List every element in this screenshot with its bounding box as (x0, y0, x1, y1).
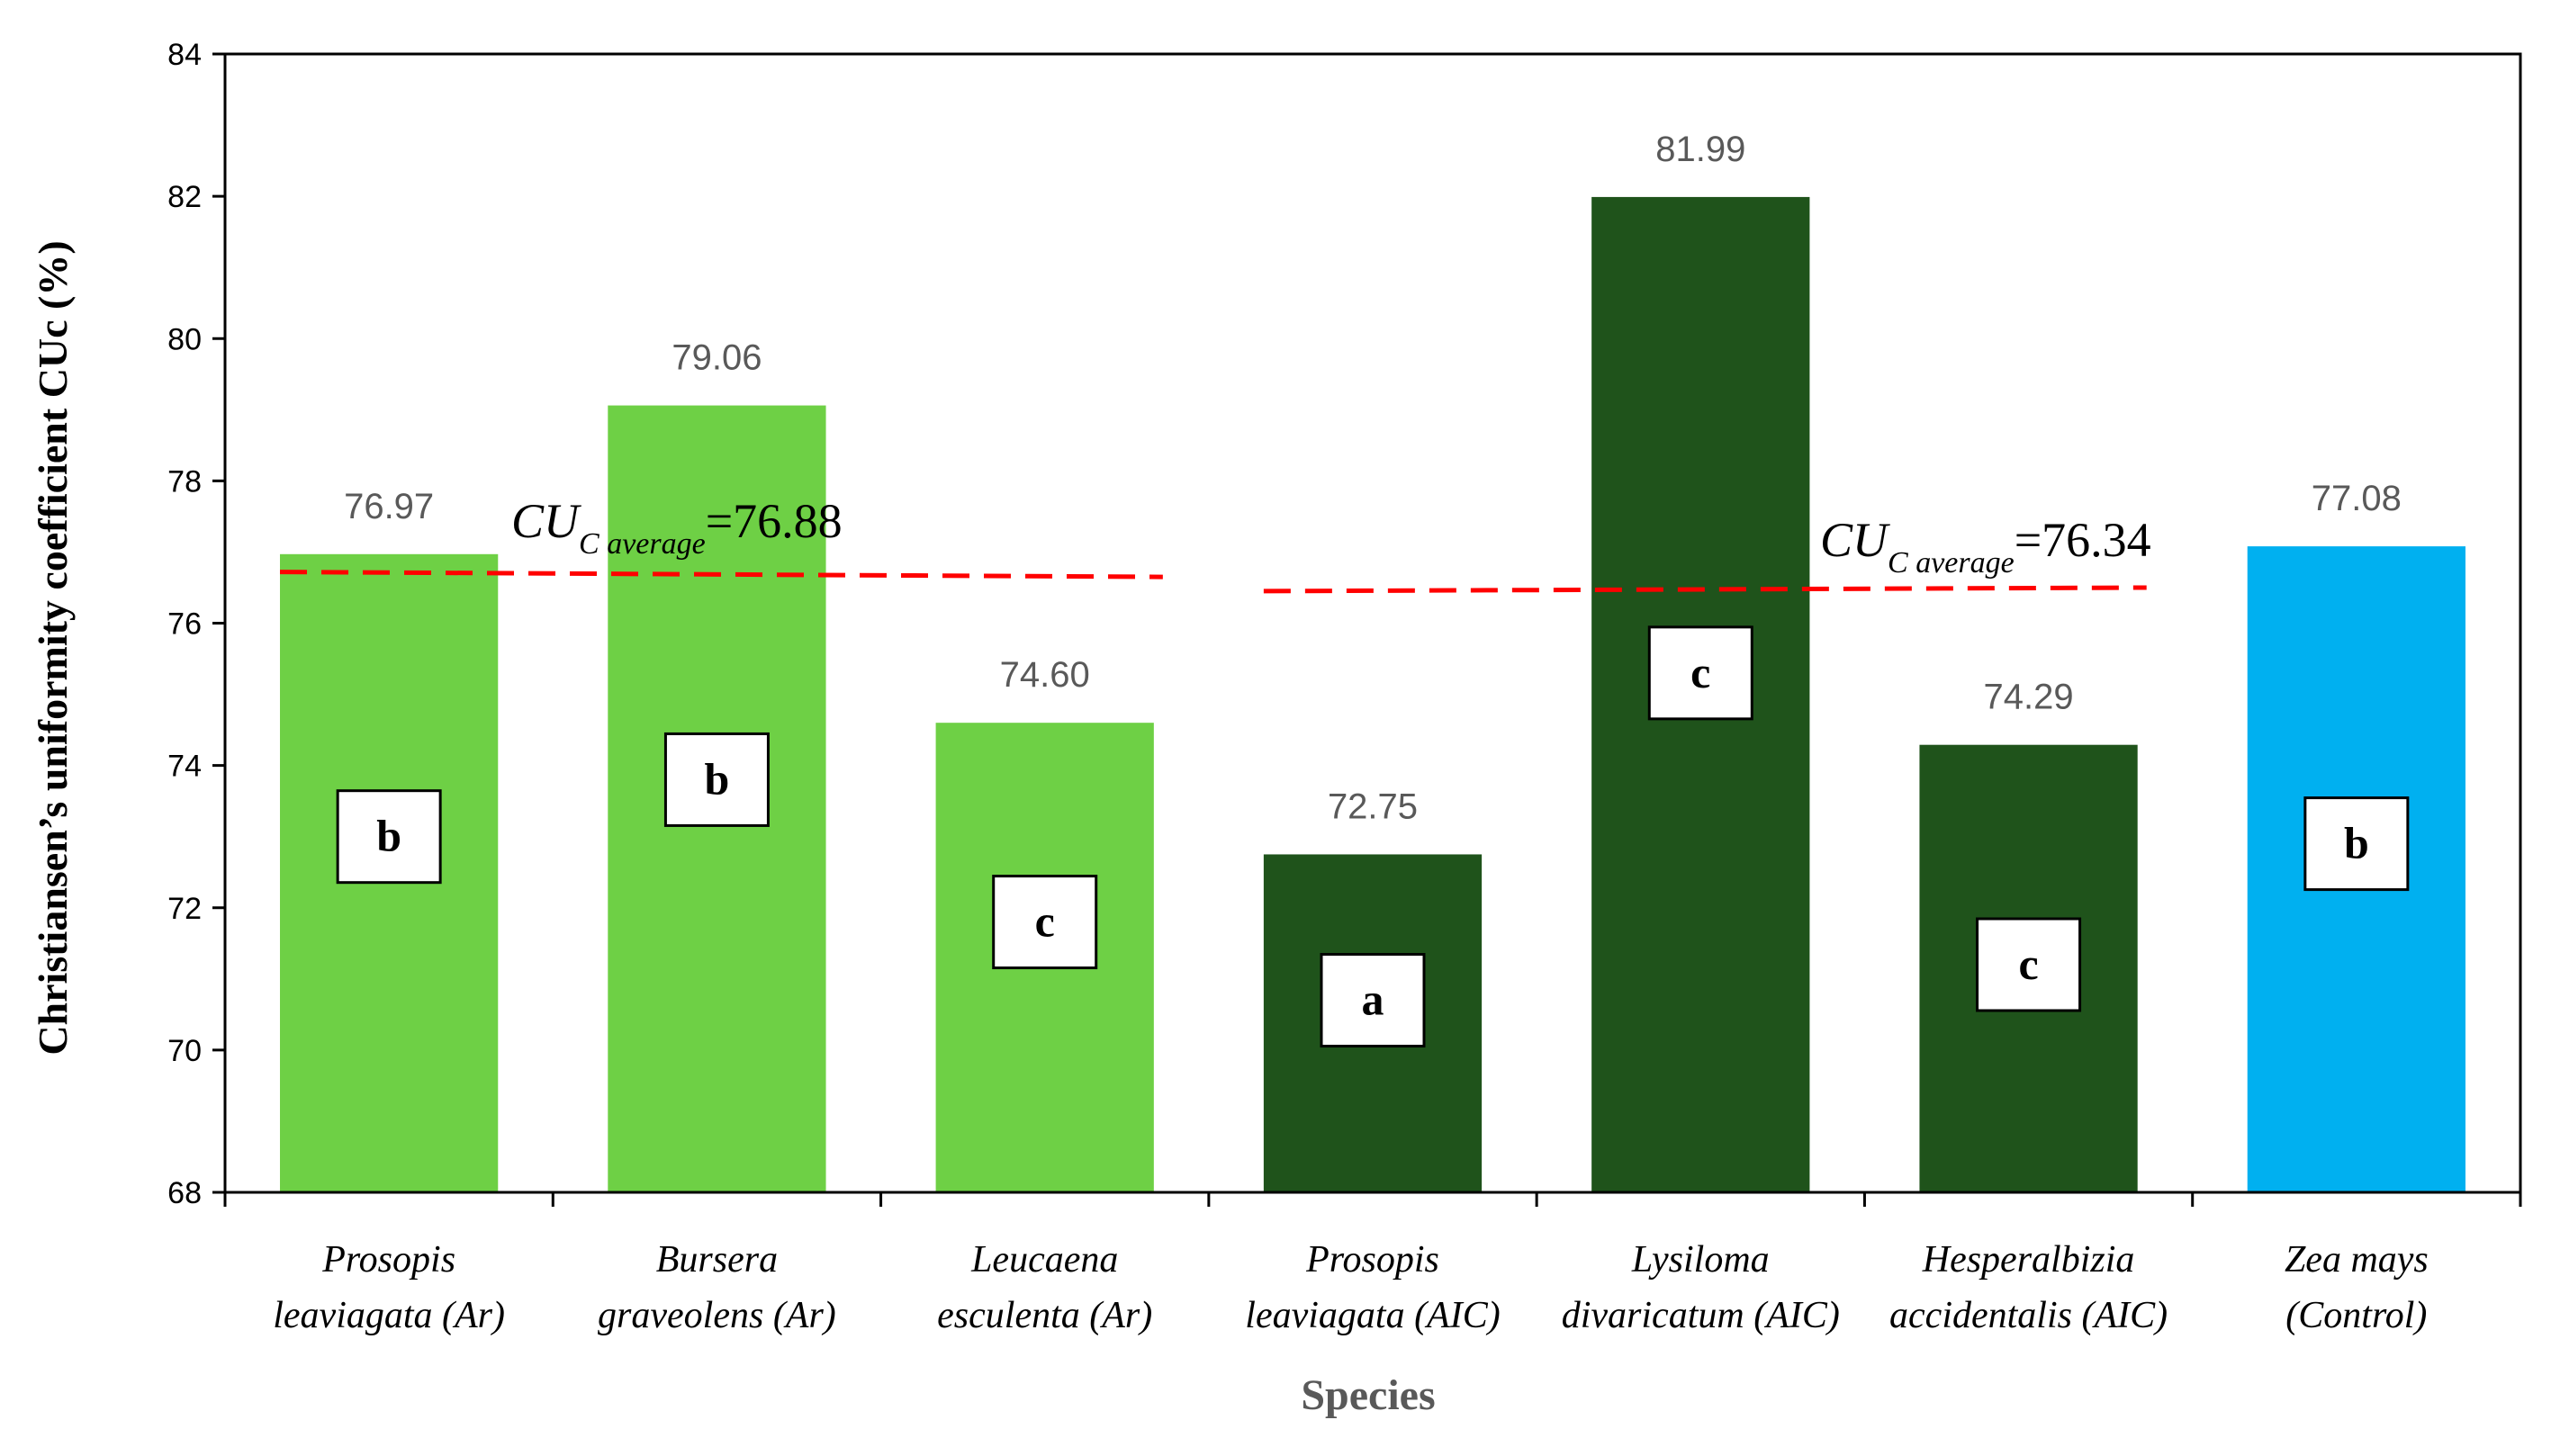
letter-box-5 (1647, 625, 1753, 721)
letter-4: a (1362, 975, 1384, 1025)
letter-box-3 (992, 875, 1098, 970)
x-tick-label-2-line1: Bursera (656, 1239, 778, 1281)
data-label-1: 76.97 (344, 487, 434, 526)
x-tick-label-4-line2: leaviagata (AIC) (1245, 1295, 1500, 1336)
y-tick-label-80: 80 (167, 322, 202, 356)
letter-3: c (1035, 896, 1055, 947)
letter-box-7 (2303, 796, 2410, 892)
data-label-4: 72.75 (1328, 786, 1418, 826)
data-label-5: 81.99 (1655, 130, 1745, 169)
y-tick-label-74: 74 (167, 750, 202, 784)
data-label-3: 74.60 (1000, 655, 1090, 695)
letter-box-4 (1320, 953, 1426, 1048)
letter-6: c (2018, 939, 2038, 989)
x-tick-label-7-line2: (Control) (2285, 1295, 2427, 1336)
letter-7: b (2344, 818, 2369, 868)
average-annotation-2: CUC average=76.34 (1820, 513, 2151, 580)
letter-box-2 (663, 732, 770, 827)
data-label-6: 74.29 (1984, 678, 2074, 717)
y-tick-label-68: 68 (167, 1176, 202, 1210)
x-tick-label-1-line2: leaviagata (Ar) (273, 1295, 505, 1336)
data-label-2: 79.06 (672, 338, 762, 378)
x-tick-label-6-line2: accidentalis (AIC) (1889, 1295, 2168, 1336)
y-tick-label-82: 82 (167, 180, 202, 214)
average-annotation-1: CUC average=76.88 (511, 494, 843, 561)
y-tick-label-84: 84 (167, 38, 202, 72)
plot-area: 68 70 72 74 76 78 80 82 84 Prosopis leaviagata (Ar… (167, 38, 2522, 1336)
x-tick-label-4-line1: Prosopis (1305, 1239, 1439, 1281)
y-tick-label-72: 72 (167, 892, 202, 926)
y-tick-label-78: 78 (167, 464, 202, 499)
x-tick-label-7-line1: Zea mays (2285, 1239, 2429, 1281)
letter-box-1 (336, 789, 442, 885)
letter-1: b (376, 811, 401, 861)
x-tick-label-3-line2: esculenta (Ar) (937, 1295, 1152, 1336)
letter-2: b (705, 753, 730, 804)
y-tick-label-70: 70 (167, 1034, 202, 1068)
letter-5: c (1690, 647, 1710, 697)
letter-box-6 (1976, 917, 2082, 1012)
y-axis-title: Christiansen’s uniformity coefficient CU… (30, 240, 76, 1055)
y-tick-label-76: 76 (167, 607, 202, 642)
average-line-1 (280, 570, 1163, 580)
data-label-7: 77.08 (2312, 479, 2402, 518)
x-tick-label-1-line1: Prosopis (321, 1239, 455, 1281)
x-tick-label-5-line1: Lysiloma (1631, 1239, 1770, 1281)
x-tick-label-6-line1: Hesperalbizia (1922, 1239, 2135, 1281)
average-line-2 (1263, 585, 2147, 594)
x-tick-label-2-line2: graveolens (Ar) (598, 1295, 836, 1336)
x-tick-label-5-line2: divaricatum (AIC) (1562, 1295, 1840, 1336)
x-tick-label-3-line1: Leucaena (970, 1239, 1118, 1281)
x-axis-title: Species (1301, 1371, 1435, 1419)
